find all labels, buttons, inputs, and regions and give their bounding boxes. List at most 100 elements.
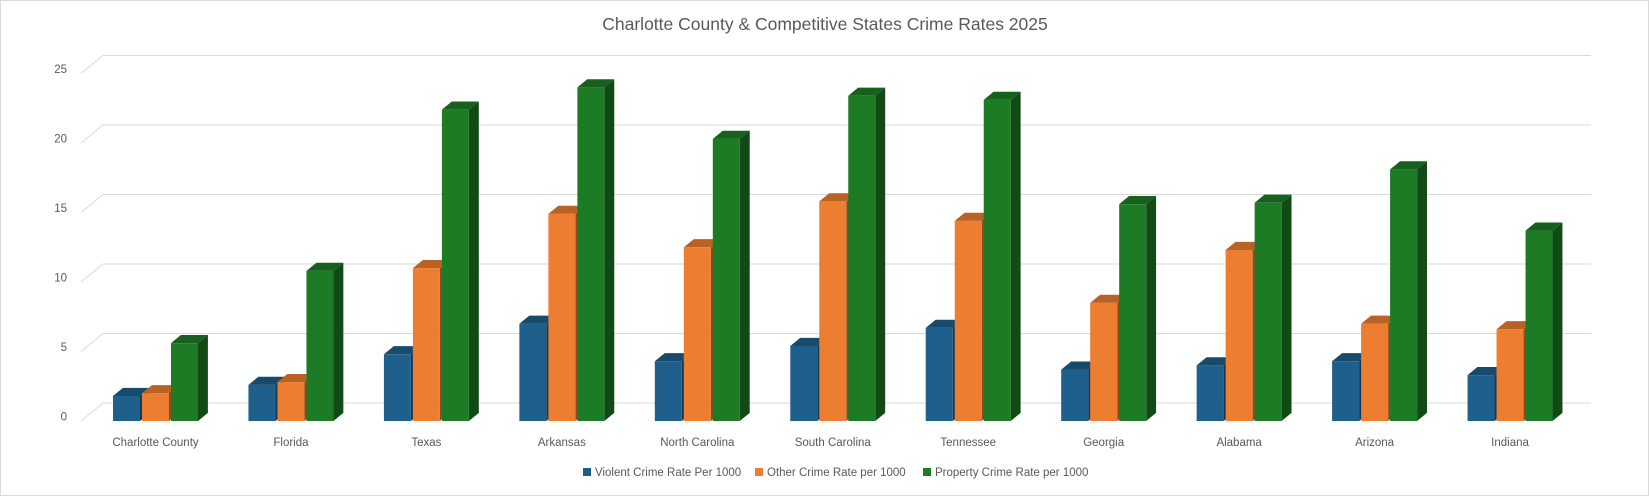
bar-front: [548, 213, 576, 421]
bar-front: [1332, 361, 1360, 421]
legend-swatch: [755, 468, 763, 476]
y-tick-label: 20: [54, 134, 67, 146]
x-tick-label: Alabama: [1216, 437, 1262, 449]
bar-top: [1061, 361, 1099, 370]
bar-front: [925, 327, 953, 421]
bar-side: [875, 87, 886, 421]
bar-top: [1496, 321, 1534, 330]
bar-front: [1225, 250, 1253, 421]
bar-front: [819, 201, 847, 421]
legend: Violent Crime Rate Per 1000 Other Crime R…: [583, 467, 1088, 479]
bar-top: [142, 385, 179, 394]
bar-front: [1090, 302, 1118, 421]
x-tick-label: North Carolina: [660, 437, 735, 449]
y-tick-label: 0: [61, 412, 67, 424]
bar-front: [1119, 204, 1147, 421]
bar-side: [739, 130, 750, 422]
bar-front: [306, 270, 334, 421]
legend-label: Violent Crime Rate Per 1000: [595, 467, 741, 479]
bar-top: [1361, 315, 1398, 324]
legend-item: Other Crime Rate per 1000: [755, 467, 906, 479]
bar-top: [925, 319, 963, 328]
legend-swatch: [923, 468, 931, 476]
bar-top: [1332, 353, 1369, 362]
y-tick-label: 10: [54, 273, 67, 285]
bar-front: [383, 354, 411, 421]
bar: [306, 262, 344, 421]
bar-top: [1090, 294, 1128, 303]
bar-top: [1390, 161, 1427, 170]
bar-front: [1496, 329, 1524, 421]
x-tick-label: Texas: [411, 437, 441, 449]
bar-side: [1417, 161, 1427, 421]
bar: [983, 91, 1021, 421]
bar-front: [983, 99, 1011, 421]
x-tick-label: South Carolina: [795, 437, 872, 449]
bar-top: [819, 193, 857, 202]
bar-top: [519, 315, 557, 324]
bar-side: [333, 262, 344, 421]
bar-front: [1061, 369, 1089, 421]
bar-top: [383, 346, 421, 355]
bar-front: [1361, 323, 1389, 421]
bar: [1119, 196, 1157, 421]
bar-top: [171, 335, 208, 344]
bar-front: [113, 395, 140, 421]
bar-top: [441, 101, 479, 110]
bar-top: [1196, 357, 1234, 366]
bar-top: [654, 353, 692, 362]
bars: [113, 79, 1563, 422]
x-tick-label: Florida: [273, 437, 309, 449]
bar-front: [712, 138, 740, 421]
bar-side: [1552, 222, 1563, 421]
bar-top: [1467, 367, 1505, 376]
bar-top: [683, 239, 721, 248]
bar-front: [790, 345, 818, 421]
chart-title: Charlotte County & Competitive States Cr…: [602, 14, 1047, 34]
bar-top: [412, 260, 450, 269]
bar-front: [441, 109, 469, 421]
bar-front: [654, 361, 682, 421]
bar-top: [848, 87, 886, 96]
bar: [171, 335, 208, 421]
bar-top: [712, 130, 750, 139]
bar-front: [142, 393, 169, 421]
y-axis-ticks: 0 5 10 15 20 25: [54, 64, 67, 424]
legend-item: Property Crime Rate per 1000: [923, 467, 1088, 479]
bar-side: [1146, 196, 1157, 421]
bar: [712, 130, 750, 422]
x-tick-label: Indiana: [1491, 437, 1529, 449]
bar-side: [1281, 194, 1292, 421]
bar-top: [113, 387, 150, 396]
gridline: [80, 194, 1591, 213]
bar: [1254, 194, 1292, 421]
bar-top: [577, 79, 615, 88]
bar-top: [1119, 196, 1157, 205]
y-tick-label: 15: [54, 203, 67, 215]
bar-front: [577, 87, 605, 422]
bar-top: [1525, 222, 1563, 231]
legend-label: Property Crime Rate per 1000: [935, 467, 1088, 479]
gridline: [80, 263, 1591, 283]
bar-top: [277, 373, 315, 383]
x-tick-label: Arizona: [1355, 437, 1395, 449]
bar-front: [412, 268, 440, 421]
bar-top: [1254, 194, 1292, 203]
bar-front: [277, 382, 305, 421]
bar-front: [848, 95, 876, 422]
bar-top: [548, 205, 586, 214]
bar: [1525, 222, 1563, 421]
bar-side: [198, 335, 208, 421]
x-tick-label: Arkansas: [538, 437, 586, 449]
bar-front: [1196, 365, 1224, 421]
y-tick-label: 25: [54, 64, 67, 76]
bar-side: [604, 79, 615, 422]
bar-front: [171, 343, 198, 421]
bar-top: [1225, 241, 1263, 251]
gridline: [80, 124, 1591, 144]
bar-side: [1010, 91, 1021, 421]
bar-top: [790, 337, 828, 346]
bar-front: [1467, 375, 1495, 421]
